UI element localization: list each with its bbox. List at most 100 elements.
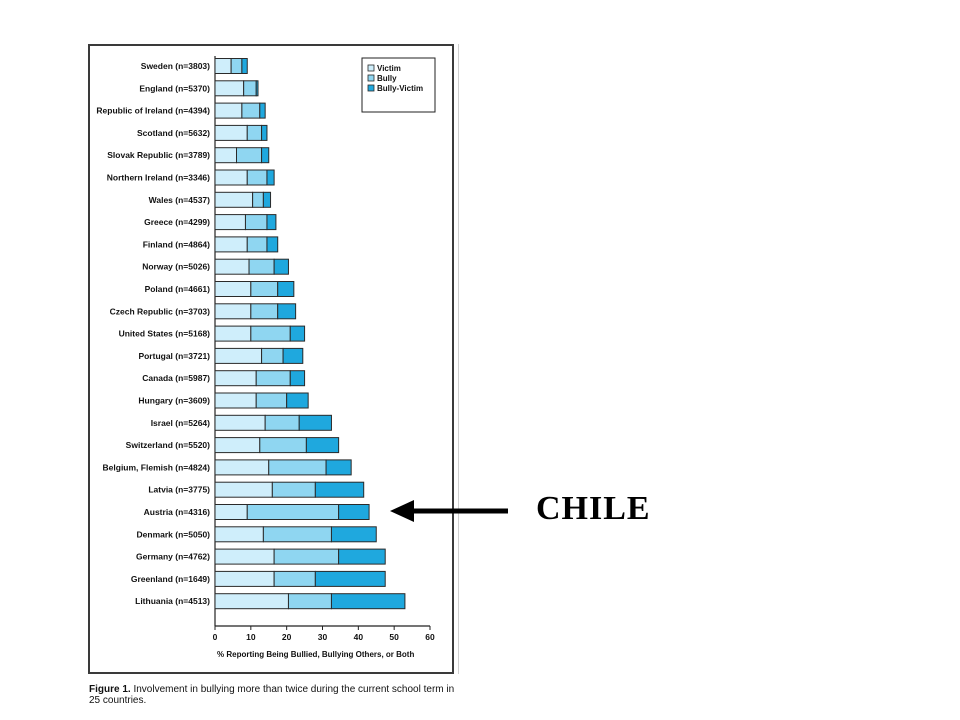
bar-segment-victim [214,58,232,74]
country-label: Czech Republic (n=3703) [110,306,211,316]
country-label: Finland (n=4864) [143,239,210,249]
x-tick-label: 0 [213,632,218,642]
country-label: Canada (n=5987) [142,373,210,383]
bar-segment-bully [248,258,275,275]
bar-segment-bully-victim [261,147,270,164]
bar-segment-bully-victim [314,481,365,498]
bar-segment-victim [214,504,248,520]
country-label: Sweden (n=3803) [141,61,210,71]
legend-swatch [367,84,375,92]
bar-segment-victim [214,191,254,208]
bar-segment-bully [246,236,268,253]
bar-segment-victim [214,392,257,409]
country-labels: Sweden (n=3803) England (n=5370) Republic … [96,61,210,606]
country-label: Belgium, Flemish (n=4824) [103,462,211,472]
bar-segment-bully [259,437,307,454]
bar-segment-bully-victim [262,191,272,208]
bar-segment-victim [214,124,248,141]
x-tick-label: 20 [282,632,292,642]
country-label: Wales (n=4537) [149,195,211,205]
bar-segment-bully [244,214,268,231]
bar-segment-bully [246,124,263,141]
bar-segment-bully-victim [314,570,386,587]
bar-segment-bully-victim [266,169,275,186]
bar-segment-victim [214,303,252,320]
bar-segment-bully [264,414,300,431]
country-label: Lithuania (n=4513) [135,596,210,606]
bar-segment-bully [230,58,243,74]
bar-segment-victim [214,570,275,587]
bar-segment-bully [250,281,279,297]
figure-caption-text: Involvement in bullying more than twice … [89,684,455,706]
country-label: Portugal (n=3721) [138,351,210,361]
bar-segment-victim [214,214,246,231]
bar-segment-bully [261,347,284,364]
legend-entry: Bully [377,74,397,83]
x-tick-label: 30 [318,632,328,642]
bar-segment-victim [214,281,252,297]
bar-segment-bully-victim [289,325,306,342]
bar-segment-bully-victim [325,459,352,476]
country-label: Switzerland (n=5520) [126,440,210,450]
bar-segment-bully [271,481,316,498]
country-label: Norway (n=5026) [142,262,210,272]
bar-segment-bully-victim [330,593,406,610]
bar-segment-bully-victim [338,548,386,565]
bar-segment-bully [273,548,340,565]
country-label: Slovak Republic (n=3789) [107,150,210,160]
bar-segment-bully [262,526,332,543]
bar-segment-victim [214,481,273,498]
bar-segment-bully-victim [298,414,332,431]
bar-segment-bully [250,325,291,342]
country-label: Denmark (n=5050) [137,529,211,539]
bar-segment-bully-victim [277,281,295,297]
bar-segment-bully-victim [277,303,297,320]
bar-segment-victim [214,548,275,565]
bar-segment-victim [214,437,261,454]
bar-segment-victim [214,459,270,476]
bar-segment-bully-victim [330,526,377,543]
bar-segment-bully-victim [261,124,268,141]
country-label: Hungary (n=3609) [138,396,210,406]
country-label: Scotland (n=5632) [137,128,210,138]
arrow-head-icon [390,500,414,522]
bar-segment-victim [214,236,248,253]
country-label: Poland (n=4661) [145,284,211,294]
country-label: Northern Ireland (n=3346) [107,173,210,183]
bar-segment-bully-victim [289,370,306,387]
figure-caption-label: Figure 1. [89,684,131,695]
bar-segment-victim [214,593,289,610]
bar-segment-bully [268,459,327,476]
country-label: Latvia (n=3775) [148,485,210,495]
bar-segment-victim [214,370,257,387]
bar-segment-bully-victim [282,347,304,364]
arrow-annotation [390,500,508,522]
legend-entry: Victim [377,64,401,73]
annotation-label: CHILE [536,490,651,527]
bar-segment-bully-victim [241,58,248,74]
country-label: Republic of Ireland (n=4394) [96,106,210,116]
bar-segment-bully [273,570,316,587]
frame-divider [458,44,459,674]
bar-segment-bully-victim [259,102,266,119]
country-label: Austria (n=4316) [144,507,211,517]
legend-entry: Bully-Victim [377,84,423,93]
figure-caption: Figure 1. Involvement in bullying more t… [89,684,459,706]
bar-segment-victim [214,258,250,275]
bar-segment-bully [252,191,264,208]
country-label: United States (n=5168) [119,329,211,339]
bar-segment-victim [214,169,248,186]
bar-segment-bully-victim [286,392,309,409]
bar-segment-bully [243,80,257,97]
x-tick-label: 50 [389,632,399,642]
bar-segment-bully-victim [266,236,279,253]
bar-segment-victim [214,325,252,342]
bar-segment-bully-victim [255,80,259,97]
bar-segment-victim [214,414,266,431]
bar-segment-bully [287,593,332,610]
x-tick-label: 10 [246,632,256,642]
bar-segment-victim [214,80,245,97]
bar-segment-bully [255,370,291,387]
